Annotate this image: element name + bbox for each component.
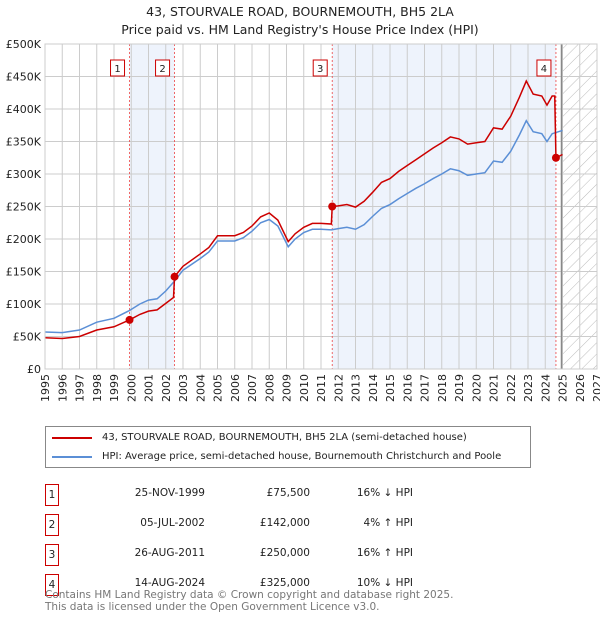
- legend-item-property: 43, STOURVALE ROAD, BOURNEMOUTH, BH5 2LA…: [52, 432, 467, 443]
- x-tick-label: 2020: [470, 374, 483, 402]
- y-tick-label: £0: [27, 363, 41, 376]
- x-tick-label: 2005: [212, 374, 225, 402]
- x-tick-label: 2002: [160, 374, 173, 402]
- sale-hpi-diff: 4% ↑ HPI: [363, 517, 413, 529]
- sale-row: 4 14-AUG-2024 £325,000 10% ↓ HPI: [45, 574, 600, 596]
- series-line-hpi: [44, 119, 563, 334]
- footer-line: This data is licensed under the Open Gov…: [45, 600, 380, 613]
- sale-price: £250,000: [259, 547, 310, 559]
- sale-number: 3: [45, 544, 59, 566]
- sale-date: 05-JUL-2002: [140, 517, 205, 529]
- y-tick-label: £50K: [13, 331, 42, 344]
- x-tick-label: 2010: [298, 374, 311, 402]
- x-tick-label: 1998: [91, 374, 104, 402]
- subtitle: Price paid vs. HM Land Registry's House …: [121, 22, 479, 37]
- sale-label: 4: [541, 64, 547, 75]
- sale-price: £142,000: [259, 517, 310, 529]
- x-tick-label: 2022: [505, 374, 518, 402]
- x-tick-label: 2018: [436, 374, 449, 402]
- x-tick-label: 2011: [315, 374, 328, 402]
- x-tick-label: 2014: [367, 374, 380, 402]
- title: 43, STOURVALE ROAD, BOURNEMOUTH, BH5 2LA: [146, 4, 454, 19]
- sale-date: 14-AUG-2024: [134, 577, 205, 589]
- y-tick-label: £400K: [6, 103, 42, 116]
- y-tick-label: £250K: [6, 201, 42, 214]
- y-tick-label: £350K: [6, 136, 42, 149]
- sale-price: £325,000: [259, 577, 310, 589]
- x-tick-label: 2003: [177, 374, 190, 402]
- sale-label: 3: [317, 64, 323, 75]
- price-chart: 1995 1996 1997 1998 1999 2000 2001 2002 2003 2004…: [6, 38, 600, 402]
- x-tick-label: 2023: [522, 374, 535, 402]
- sale-hpi-diff: 10% ↓ HPI: [356, 577, 413, 589]
- sale-date: 25-NOV-1999: [134, 487, 205, 499]
- sale-number: 1: [45, 484, 59, 506]
- y-tick-label: £300K: [6, 168, 42, 181]
- x-tick-label: 2008: [263, 374, 276, 402]
- x-tick-label: 1996: [56, 374, 69, 402]
- sale-point: [170, 272, 179, 281]
- legend-item-hpi: HPI: Average price, semi-detached house,…: [52, 451, 501, 462]
- legend-swatch-red: [52, 436, 92, 439]
- sale-row: 2 05-JUL-2002 £142,000 4% ↑ HPI: [45, 514, 600, 536]
- sale-label: 2: [159, 64, 165, 75]
- x-tick-label: 2025: [557, 374, 570, 402]
- sale-row: 1 25-NOV-1999 £75,500 16% ↓ HPI: [45, 484, 600, 506]
- sale-point: [551, 153, 560, 162]
- y-tick-label: £100K: [6, 298, 42, 311]
- plot-border: [44, 43, 598, 370]
- y-tick-label: £150K: [6, 266, 42, 279]
- x-tick-label: 2015: [384, 374, 397, 402]
- x-tick-label: 2004: [194, 374, 207, 402]
- x-tick-label: 2026: [574, 374, 587, 402]
- sale-row: 3 26-AUG-2011 £250,000 16% ↑ HPI: [45, 544, 600, 566]
- sale-point: [125, 315, 134, 324]
- x-tick-label: 2009: [281, 374, 294, 402]
- x-tick-label: 2017: [419, 374, 432, 402]
- y-tick-label: £450K: [6, 71, 42, 84]
- x-tick-label: 1997: [74, 374, 87, 402]
- sale-label-box: [312, 59, 328, 77]
- sale-number: 2: [45, 514, 59, 536]
- x-tick-label: 2012: [332, 374, 345, 402]
- legend-label: 43, STOURVALE ROAD, BOURNEMOUTH, BH5 2LA…: [102, 432, 467, 443]
- x-tick-label: 2007: [246, 374, 259, 402]
- y-tick-label: £200K: [6, 233, 42, 246]
- x-tick-label: 1995: [39, 374, 52, 402]
- sale-label: 1: [114, 64, 120, 75]
- legend: 43, STOURVALE ROAD, BOURNEMOUTH, BH5 2LA…: [45, 426, 531, 468]
- y-tick-label: £500K: [6, 38, 42, 51]
- legend-label: HPI: Average price, semi-detached house,…: [102, 451, 502, 462]
- sale-hpi-diff: 16% ↓ HPI: [356, 487, 413, 499]
- x-tick-label: 2000: [125, 374, 138, 402]
- x-tick-label: 2006: [229, 374, 242, 402]
- sale-date: 26-AUG-2011: [134, 547, 205, 559]
- sale-hpi-diff: 16% ↑ HPI: [356, 547, 413, 559]
- sale-label-box: [110, 59, 126, 77]
- x-tick-label: 2024: [539, 374, 552, 402]
- sale-number: 4: [45, 574, 59, 596]
- x-tick-label: 2001: [143, 374, 156, 402]
- x-tick-label: 2013: [350, 374, 363, 402]
- x-tick-label: 2021: [488, 374, 501, 402]
- footer: Contains HM Land Registry data © Crown c…: [45, 589, 454, 613]
- sale-label-box: [155, 59, 171, 77]
- legend-swatch-blue: [52, 455, 92, 458]
- sale-point: [328, 202, 337, 211]
- x-tick-label: 1999: [108, 374, 121, 402]
- x-tick-label: 2019: [453, 374, 466, 402]
- chart-title: 43, STOURVALE ROAD, BOURNEMOUTH, BH5 2LA…: [0, 3, 600, 39]
- x-tick-label: 2016: [401, 374, 414, 402]
- footer-line: Contains HM Land Registry data © Crown c…: [45, 589, 454, 601]
- sale-label-box: [536, 59, 552, 77]
- sale-price: £75,500: [266, 487, 310, 499]
- x-tick-label: 2027: [591, 374, 600, 402]
